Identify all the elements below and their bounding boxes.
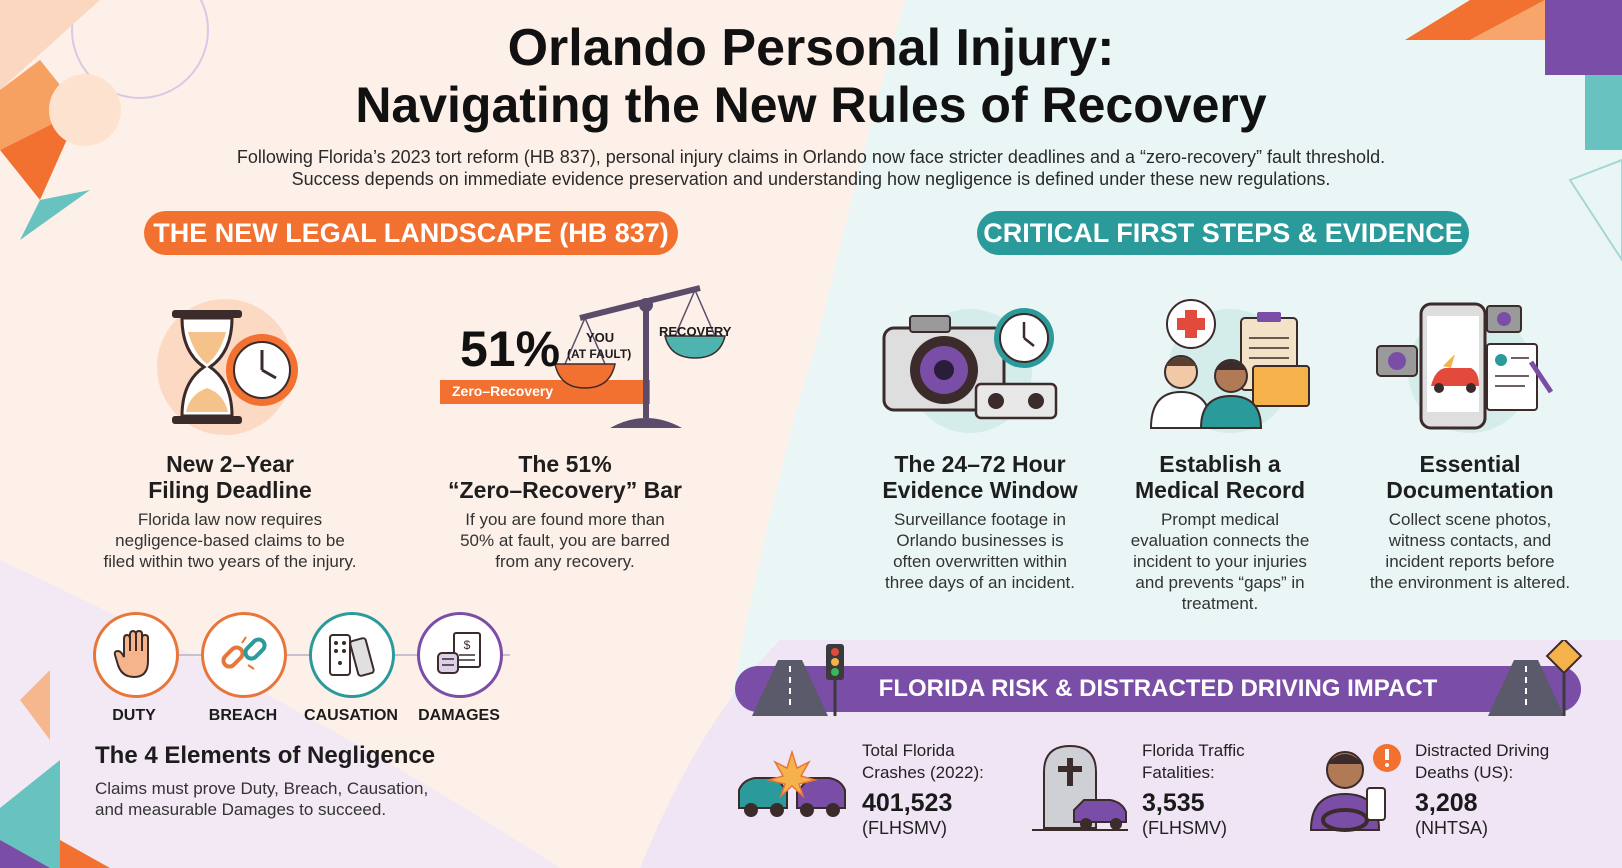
scale-at-fault-label: (AT FAULT) bbox=[567, 347, 632, 361]
filing-deadline-desc: Florida law now requires negligence-base… bbox=[103, 510, 357, 571]
breach-label: BREACH bbox=[208, 707, 278, 724]
stat-distracted-source: (NHTSA) bbox=[1415, 818, 1488, 838]
negligence-title: The 4 Elements of Negligence bbox=[95, 742, 436, 769]
road-icon-left bbox=[742, 640, 852, 716]
damages-circle: $ bbox=[417, 612, 503, 698]
damages-label: DAMAGES bbox=[418, 707, 500, 724]
stat-crashes-source: (FLHSMV) bbox=[862, 818, 947, 838]
stat-fatalities-source: (FLHSMV) bbox=[1142, 818, 1227, 838]
car-crash-icon bbox=[737, 749, 847, 830]
breach-circle bbox=[201, 612, 287, 698]
road-icon-right bbox=[1478, 637, 1588, 716]
scale-icon bbox=[440, 270, 740, 435]
stat-fatalities-value: 3,535 bbox=[1142, 789, 1205, 817]
first-steps-heading: CRITICAL FIRST STEPS & EVIDENCE bbox=[977, 211, 1469, 255]
stat-distracted-value: 3,208 bbox=[1415, 789, 1478, 817]
scale-recovery-label: RECOVERY bbox=[659, 324, 732, 339]
broken-chain-icon bbox=[221, 636, 267, 670]
medical-record-icon bbox=[1145, 296, 1315, 436]
scale-percent: 51% bbox=[460, 321, 561, 377]
duty-label: DUTY bbox=[112, 707, 156, 724]
distracted-driver-icon bbox=[1305, 742, 1405, 832]
duty-circle bbox=[93, 612, 179, 698]
documentation-icon bbox=[1375, 296, 1560, 436]
causation-circle bbox=[309, 612, 395, 698]
evidence-window-desc: Surveillance footage in Orlando business… bbox=[885, 510, 1075, 592]
zero-recovery-title: The 51% “Zero–Recovery” Bar bbox=[448, 451, 682, 503]
legal-landscape-heading: THE NEW LEGAL LANDSCAPE (HB 837) bbox=[144, 211, 678, 255]
stat-fatalities: Florida Traffic Fatalities: 3,535 (FLHSM… bbox=[1142, 740, 1302, 839]
intro-text: Following Florida’s 2023 tort reform (HB… bbox=[236, 147, 1386, 189]
medical-record-title: Establish a Medical Record bbox=[1135, 451, 1305, 503]
svg-text:$: $ bbox=[464, 638, 471, 652]
zero-recovery-tag: Zero–Recovery bbox=[452, 383, 554, 399]
causation-label: CAUSATION bbox=[304, 707, 398, 724]
medical-bill-icon: $ bbox=[437, 632, 481, 674]
stat-crashes: Total Florida Crashes (2022): 401,523 (F… bbox=[862, 740, 1032, 839]
gravestone-car-icon bbox=[1030, 742, 1130, 832]
negligence-desc: Claims must prove Duty, Breach, Causatio… bbox=[95, 779, 429, 819]
evidence-window-title: The 24–72 Hour Evidence Window bbox=[882, 451, 1078, 503]
dominoes-icon bbox=[329, 634, 375, 677]
medical-record-desc: Prompt medical evaluation connects the i… bbox=[1130, 510, 1310, 613]
documentation-desc: Collect scene photos, witness contacts, … bbox=[1369, 510, 1571, 592]
stat-crashes-value: 401,523 bbox=[862, 789, 953, 817]
camera-icon bbox=[880, 296, 1065, 436]
zero-recovery-desc: If you are found more than 50% at fault,… bbox=[460, 510, 670, 571]
risk-banner: FLORIDA RISK & DISTRACTED DRIVING IMPACT bbox=[735, 666, 1581, 712]
filing-deadline-title: New 2–Year Filing Deadline bbox=[148, 451, 312, 503]
documentation-title: Essential Documentation bbox=[1386, 451, 1554, 503]
hourglass-clock-icon bbox=[150, 292, 310, 442]
page-title: Orlando Personal Injury: bbox=[507, 19, 1115, 77]
scale-you-label: YOU bbox=[586, 330, 615, 345]
page-subtitle: Navigating the New Rules of Recovery bbox=[355, 77, 1267, 133]
hand-icon bbox=[113, 629, 149, 679]
stat-distracted: Distracted Driving Deaths (US): 3,208 (N… bbox=[1415, 740, 1595, 839]
